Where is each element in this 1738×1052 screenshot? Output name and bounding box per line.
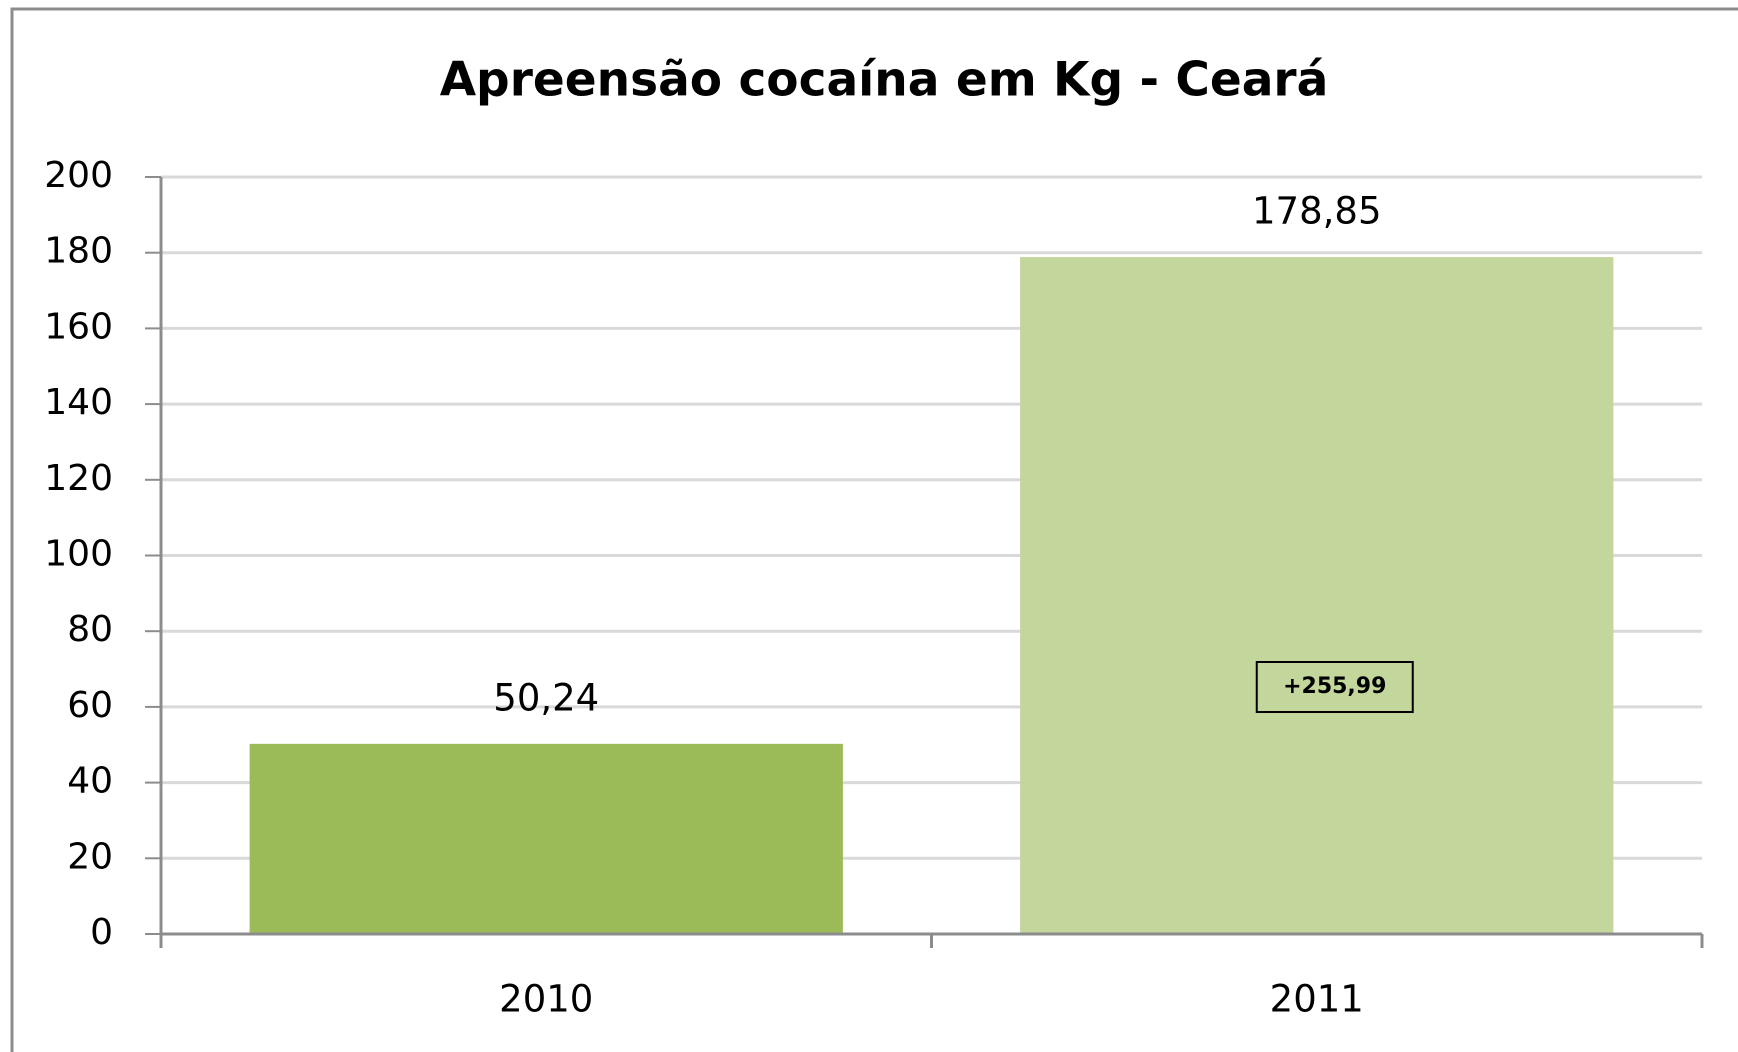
bar	[249, 743, 843, 934]
y-tick-label: 0	[90, 912, 113, 953]
data-label: 50,24	[493, 676, 599, 719]
y-tick-label: 80	[67, 609, 113, 650]
data-label: 178,85	[1252, 190, 1381, 233]
annotation-box	[1255, 661, 1414, 713]
y-tick-label: 160	[44, 306, 113, 347]
y-tick-label: 200	[44, 155, 113, 196]
y-tick-label: 40	[67, 761, 113, 802]
x-tick-label: 2010	[499, 978, 593, 1021]
y-tick-label: 120	[44, 458, 113, 499]
y-tick-label: 100	[44, 534, 113, 575]
y-tick-label: 60	[67, 685, 113, 726]
y-tick-label: 20	[67, 836, 113, 877]
annotation: +255,99	[1283, 674, 1386, 699]
x-tick-label: 2011	[1270, 978, 1364, 1021]
y-tick-label: 140	[44, 382, 113, 423]
bar	[1020, 257, 1614, 935]
chart-title: Apreensão cocaína em Kg - Ceará	[440, 53, 1329, 108]
y-tick-label: 180	[44, 231, 113, 272]
